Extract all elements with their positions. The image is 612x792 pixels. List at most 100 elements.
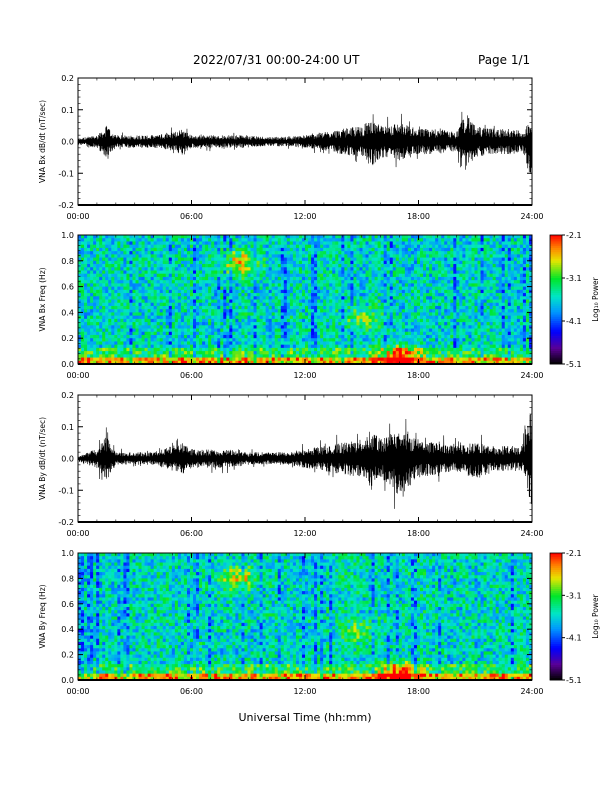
heatmap-cell [311,260,315,265]
heatmap-cell [308,289,312,294]
heatmap-cell [277,344,282,349]
heatmap-cell [196,341,200,346]
heatmap-cell [217,302,221,307]
heatmap-cell [374,283,379,288]
heatmap-cell [183,331,188,336]
heatmap-cell [220,276,224,281]
heatmap-cell [99,254,103,258]
heatmap-cell [162,309,167,313]
heatmap-cell [214,299,218,304]
heatmap-cell [196,257,200,262]
heatmap-cell [413,302,418,307]
heatmap-cell [356,241,360,246]
heatmap-cell [311,254,315,258]
heatmap-cell [186,338,191,342]
heatmap-cell [441,296,445,300]
heatmap-cell [129,254,133,258]
heatmap-cell [78,318,82,323]
heatmap-cell [105,270,109,275]
heatmap-cell [105,338,109,342]
heatmap-cell [120,244,124,249]
heatmap-cell [202,254,206,258]
heatmap-cell [196,247,200,252]
heatmap-cell [93,315,97,320]
heatmap-cell [232,338,236,342]
heatmap-cell [326,328,330,333]
heatmap-cell [347,338,351,342]
heatmap-cell [126,331,130,336]
heatmap-cell [150,238,155,242]
heatmap-cell [438,270,442,275]
heatmap-cell [305,322,309,326]
heatmap-cell [156,331,161,336]
heatmap-cell [105,293,109,297]
heatmap-cell [171,341,176,346]
heatmap-cell [108,241,112,246]
heatmap-cell [114,251,118,255]
heatmap-cell [268,238,273,242]
heatmap-cell [383,302,388,307]
heatmap-cell [416,296,421,300]
heatmap-cell [368,254,372,258]
heatmap-cell [289,338,294,342]
heatmap-cell [78,254,82,258]
heatmap-cell [356,273,360,278]
heatmap-cell [78,302,82,307]
heatmap-cell [338,296,342,300]
heatmap-cell [135,322,139,326]
heatmap-cell [438,318,442,323]
heatmap-cell [317,260,321,265]
heatmap-cell [395,341,400,346]
heatmap-cell [404,247,409,252]
heatmap-cell [177,241,182,246]
heatmap-cell [232,341,236,346]
heatmap-cell [389,235,394,239]
heatmap-cell [362,244,366,249]
heatmap-cell [214,315,218,320]
heatmap-cell [398,312,403,317]
heatmap-cell [404,338,409,342]
heatmap-cell [429,338,433,342]
heatmap-cell [217,241,221,246]
heatmap-cell [220,338,224,342]
heatmap-cell [78,244,82,249]
heatmap-cell [78,247,82,252]
heatmap-cell [120,354,124,358]
heatmap-cell [341,341,345,346]
heatmap-cell [371,357,376,362]
heatmap-cell [435,296,439,300]
heatmap-cell [314,302,318,307]
heatmap-cell [238,351,242,355]
heatmap-cell [410,254,415,258]
heatmap-cell [423,357,427,362]
heatmap-cell [196,309,200,313]
heatmap-cell [78,293,82,297]
heatmap-cell [223,360,227,365]
heatmap-cell [416,241,421,246]
heatmap-cell [301,354,306,358]
heatmap-cell [356,312,360,317]
heatmap-cell [180,267,185,271]
heatmap-cell [295,270,300,275]
heatmap-cell [432,302,436,307]
heatmap-cell [377,347,382,352]
heatmap-cell [395,286,400,291]
heatmap-cell [338,293,342,297]
heatmap-cell [159,254,164,258]
heatmap-cell [153,354,158,358]
heatmap-cell [235,354,239,358]
heatmap-cell [317,328,321,333]
heatmap-cell [347,244,351,249]
heatmap-cell [177,238,182,242]
heatmap-cell [132,315,136,320]
heatmap-cell [347,254,351,258]
heatmap-cell [413,325,418,329]
heatmap-cell [117,318,121,323]
heatmap-cell [271,289,276,294]
heatmap-cell [323,283,327,288]
heatmap-cell [220,354,224,358]
heatmap-cell [326,257,330,262]
heatmap-cell [265,341,270,346]
heatmap-cell [153,241,158,246]
heatmap-cell [232,312,236,317]
